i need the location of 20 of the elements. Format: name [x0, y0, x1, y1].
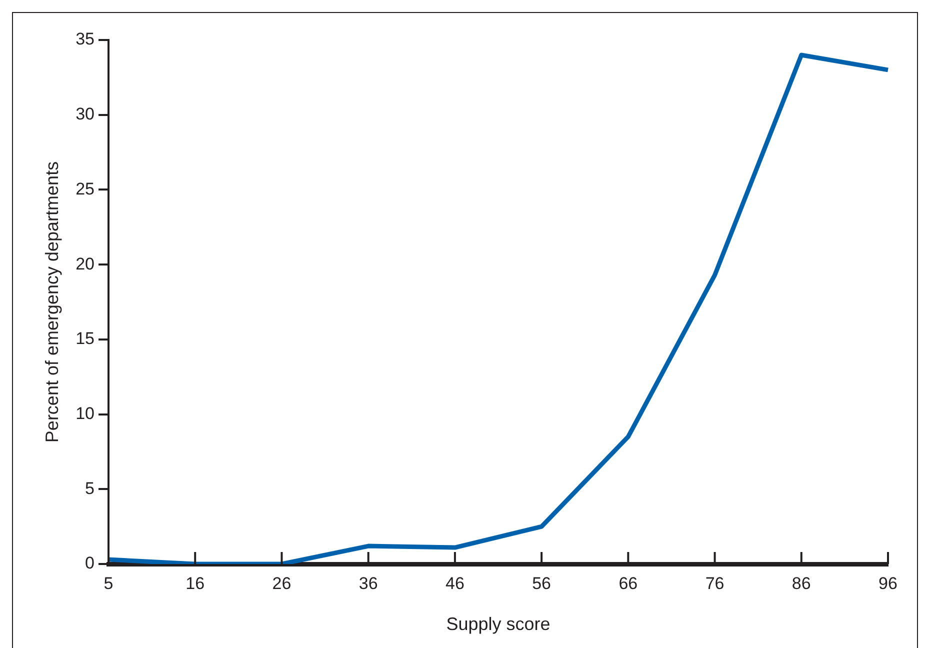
x-tick-label: 16: [186, 574, 205, 593]
x-tick-label: 66: [618, 574, 638, 593]
x-tick-label: 26: [272, 574, 292, 593]
x-tick-label: 86: [792, 574, 811, 593]
y-tick-label: 20: [76, 254, 95, 274]
x-tick-label: 96: [878, 574, 898, 593]
y-tick-label: 0: [85, 554, 95, 573]
x-tick-label: 76: [705, 574, 724, 593]
y-tick-label: 35: [76, 30, 95, 49]
y-tick-label: 25: [76, 179, 95, 198]
y-axis-title: Percent of emergency departments: [42, 161, 62, 443]
y-tick-label: 5: [85, 478, 95, 498]
x-tick-label: 46: [445, 574, 464, 593]
x-tick-label: 36: [358, 574, 378, 593]
y-tick-label: 30: [76, 104, 95, 124]
x-axis-title: Supply score: [446, 614, 550, 634]
x-tick-label: 5: [104, 574, 114, 593]
y-tick-label: 15: [76, 329, 95, 348]
x-tick-label: 56: [532, 574, 552, 593]
y-tick-label: 10: [76, 404, 95, 423]
